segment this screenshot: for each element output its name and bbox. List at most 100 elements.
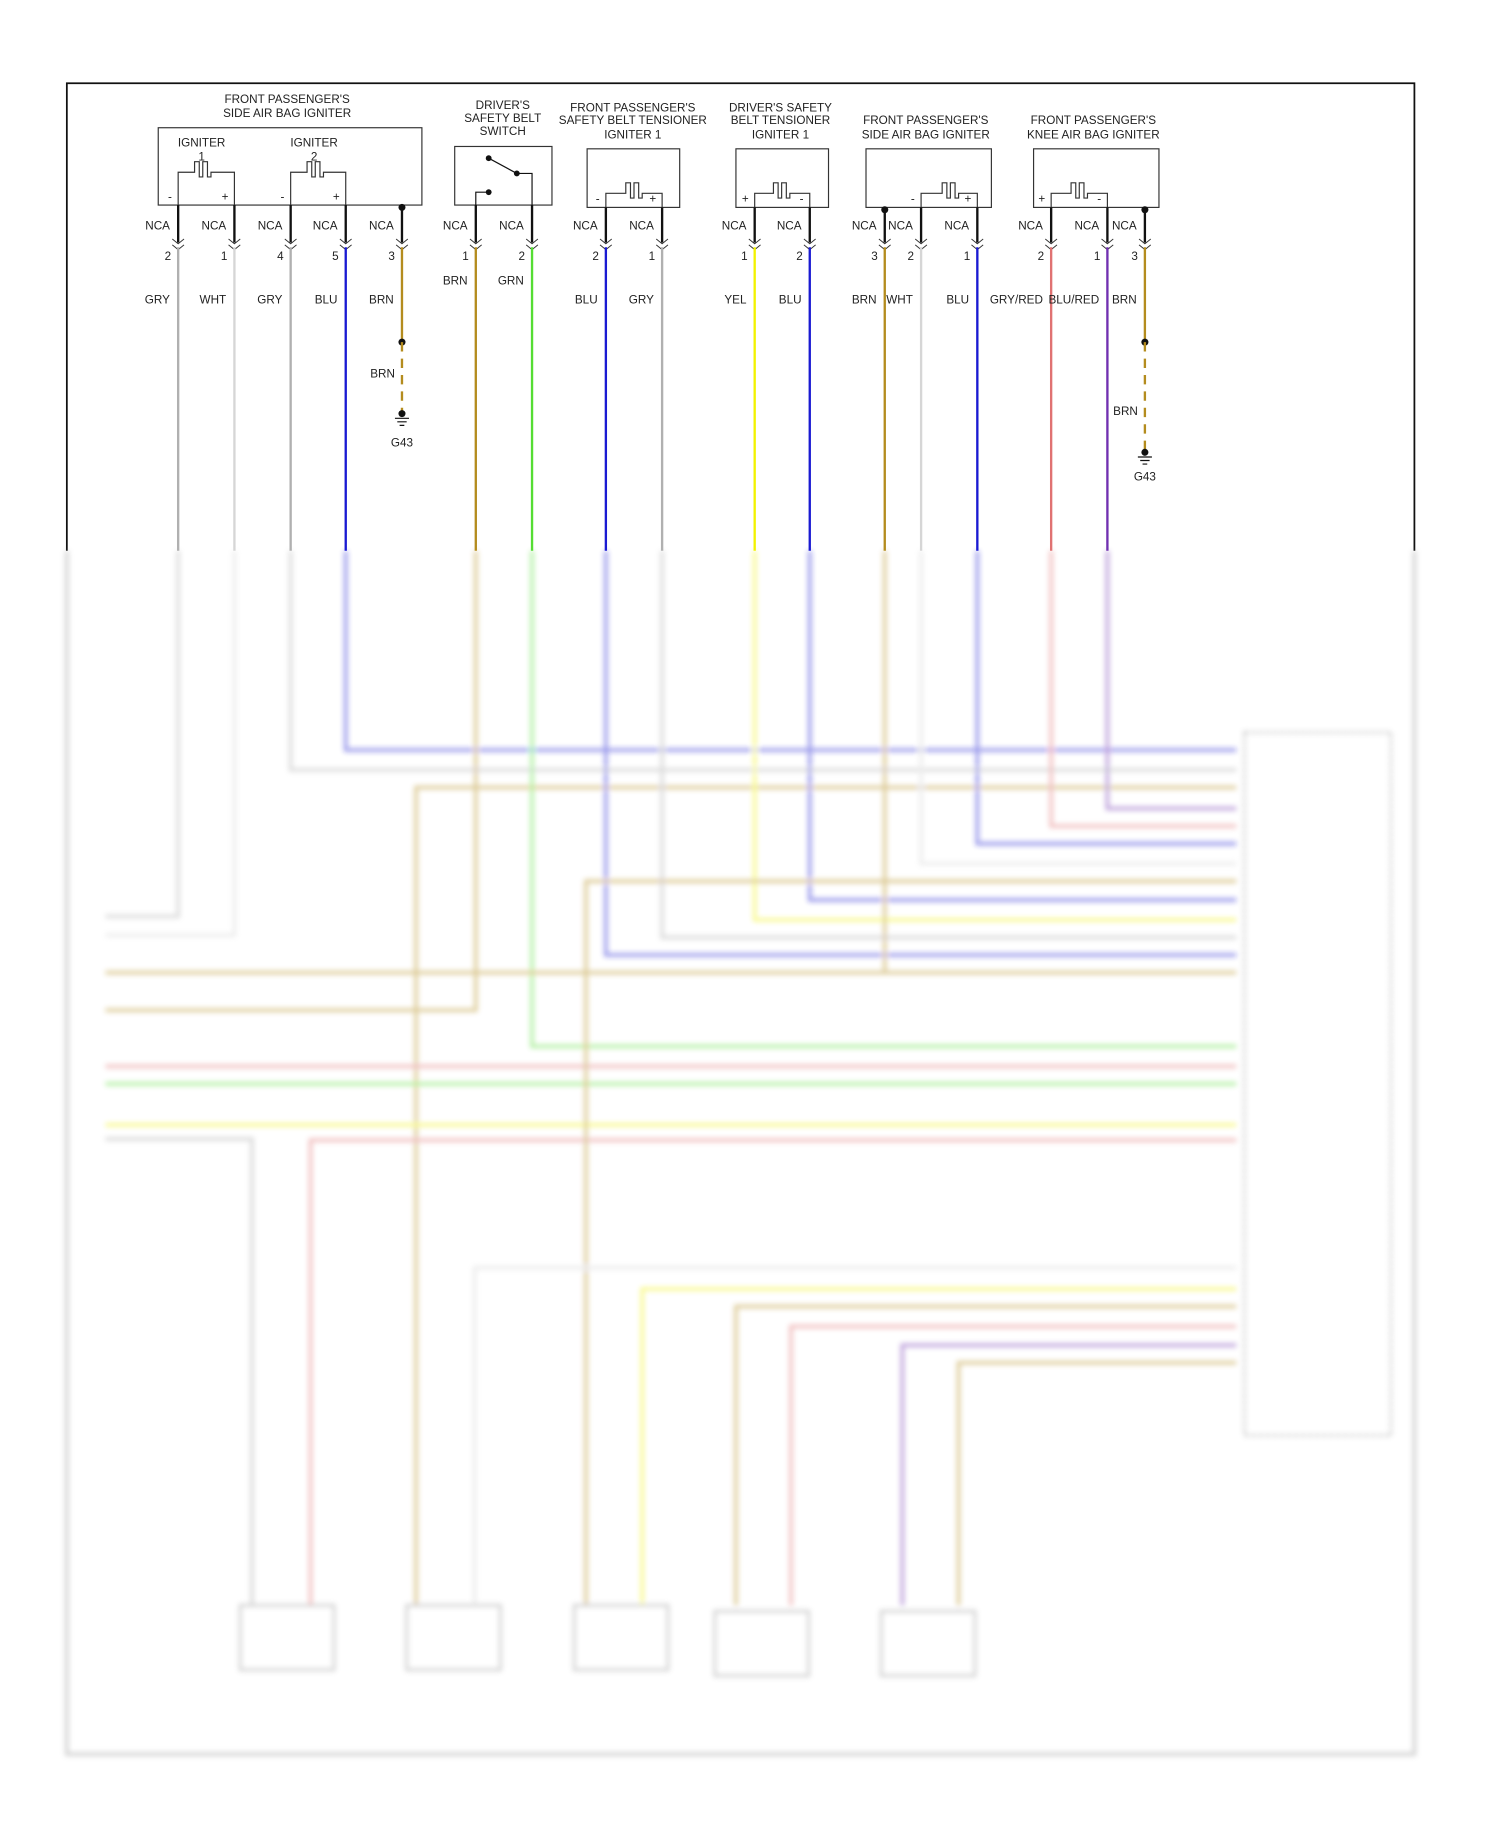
wire	[105, 550, 478, 1012]
pin-number: 1	[964, 250, 971, 263]
wire	[919, 550, 1237, 866]
wire	[414, 785, 1237, 1606]
wire	[604, 550, 1237, 957]
component-box	[586, 148, 681, 208]
igniter-symbol	[1050, 182, 1108, 208]
igniter-symbol	[290, 161, 347, 206]
pin-polarity: -	[281, 190, 285, 203]
ground-label: G43	[391, 436, 413, 449]
wire	[660, 550, 1237, 940]
pin-polarity: +	[1038, 193, 1045, 206]
wire	[975, 550, 1237, 846]
nca-label: NCA	[313, 220, 338, 233]
wire	[956, 1361, 1237, 1606]
pin-number: 1	[1094, 250, 1101, 263]
component-title: SAFETY BELT	[464, 112, 541, 125]
wire-color-label: BLU	[575, 293, 598, 306]
pin-3: NCA 3 BRN BRN G43	[369, 203, 413, 449]
wire	[105, 550, 180, 919]
pin-5: + NCA 5 BLU	[313, 190, 352, 551]
wire-color-label: WHT	[200, 293, 227, 306]
pin-1: + NCA 1 WHT	[200, 190, 241, 551]
nca-label: NCA	[443, 220, 468, 233]
nca-label: NCA	[888, 220, 913, 233]
nca-label: NCA	[499, 220, 524, 233]
wire-color-label: GRY	[629, 293, 654, 306]
component-box	[865, 148, 992, 208]
wire	[789, 1324, 1237, 1606]
blurred-lower-section	[65, 550, 1417, 1756]
frame-top	[65, 82, 1416, 551]
pin-polarity: +	[742, 193, 749, 206]
wire	[1049, 550, 1237, 828]
wire-color-label: YEL	[724, 293, 747, 306]
ground-wire-label: BRN	[1113, 405, 1138, 418]
nca-label: NCA	[369, 220, 394, 233]
wire	[734, 1304, 1237, 1606]
pin-polarity: -	[800, 193, 804, 206]
component-title: BELT TENSIONER	[731, 114, 831, 127]
switch-blade	[488, 157, 518, 174]
wire-color-label: GRY/RED	[990, 293, 1043, 306]
wire-color-label: BRN	[1112, 293, 1137, 306]
lower-component-box	[405, 1604, 502, 1671]
diagram-frame	[65, 82, 1416, 551]
wire	[900, 1343, 1237, 1606]
pin-number: 1	[649, 250, 656, 263]
wire-color-label: BLU/RED	[1048, 293, 1099, 306]
pin-number: 2	[796, 250, 803, 263]
wire	[640, 1287, 1237, 1606]
component-title: SWITCH	[480, 125, 526, 138]
component-title: SAFETY BELT TENSIONER	[559, 114, 707, 127]
wire-color-label: BLU	[315, 293, 338, 306]
wire-color-label: GRY	[257, 293, 282, 306]
igniter-symbol	[177, 161, 235, 206]
pin-2: NCA 2 GRN	[498, 205, 539, 551]
nca-label: NCA	[145, 220, 170, 233]
pin-2: - NCA 2 GRY	[145, 190, 185, 551]
component-box	[454, 145, 553, 206]
pin-number: 1	[221, 250, 228, 263]
pin-number: 1	[741, 250, 748, 263]
wire	[343, 550, 1237, 752]
component-title: SIDE AIR BAG IGNITER	[223, 107, 351, 120]
component-box	[1032, 148, 1160, 208]
nca-label: NCA	[777, 220, 802, 233]
pin-1: + NCA 1 BLU	[944, 193, 984, 551]
pin-polarity: -	[1097, 193, 1101, 206]
pin-number: 1	[462, 250, 469, 263]
wire	[288, 550, 1237, 772]
nca-label: NCA	[1074, 220, 1099, 233]
component-title: SIDE AIR BAG IGNITER	[862, 128, 990, 141]
pin-3: NCA 3 BRN BRN G43	[1112, 206, 1156, 483]
lower-component-box	[573, 1604, 670, 1671]
wire-color-label: BRN	[443, 275, 468, 288]
pin-2: - NCA 2 BLU	[573, 193, 613, 551]
pin-number: 2	[908, 250, 915, 263]
pin-polarity: -	[596, 193, 600, 206]
wire-color-label: BRN	[369, 293, 394, 306]
wire	[105, 1137, 254, 1606]
wire	[530, 550, 1237, 1049]
pin-number: 2	[592, 250, 599, 263]
pin-1: - NCA 1 BLU/RED	[1048, 193, 1114, 551]
switch-lead	[516, 172, 533, 206]
component-title: FRONT PASSENGER'S	[863, 114, 989, 127]
component-title: DRIVER'S SAFETY	[729, 101, 832, 114]
nca-label: NCA	[944, 220, 969, 233]
wire-color-label: GRY	[145, 293, 170, 306]
pin-1: NCA 1 BRN	[443, 205, 482, 551]
switch-lead	[475, 191, 489, 206]
ground-label: G43	[1134, 470, 1156, 483]
lower-component-box	[880, 1610, 977, 1677]
wire-color-label: GRN	[498, 275, 524, 288]
pin-1: + NCA 1 YEL	[722, 193, 761, 551]
component-box	[735, 148, 830, 208]
ground-dot	[1141, 448, 1149, 456]
wire-color-label: WHT	[886, 293, 913, 306]
wire	[308, 1138, 1237, 1606]
